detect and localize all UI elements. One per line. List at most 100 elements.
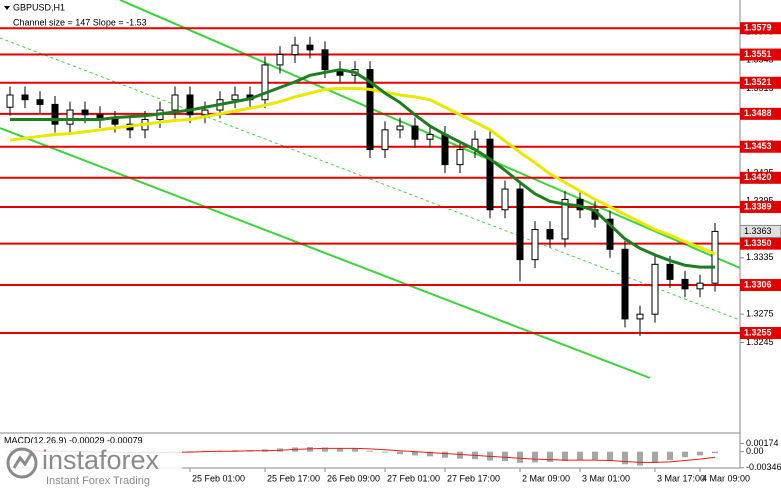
candle-body (21, 94, 29, 101)
level-box (740, 140, 781, 153)
level-label: 1.3350 (744, 238, 772, 248)
x-tick-label: 25 Feb 01:00 (192, 473, 245, 483)
logo-text: instaforex (42, 445, 160, 475)
candle-body (516, 188, 524, 261)
level-box (740, 107, 781, 120)
macd-bar (397, 451, 403, 454)
macd-tick-label: 0.00 (746, 446, 764, 456)
candle-body (486, 138, 494, 211)
x-tick-label: 27 Feb 17:00 (447, 473, 500, 483)
macd-bar (562, 451, 568, 461)
macd-bar (667, 451, 673, 461)
level-box (740, 48, 781, 61)
channel-line (0, 127, 651, 379)
candle-body (456, 149, 464, 166)
level-label: 1.3579 (744, 23, 772, 33)
candle-body (276, 54, 284, 66)
macd-bar (607, 451, 613, 461)
candle-body (261, 64, 269, 101)
level-label: 1.3389 (744, 201, 772, 211)
macd-tick-label: 0.00174 (746, 438, 779, 448)
macd-bar (502, 451, 508, 461)
macd-bar (712, 451, 718, 454)
subtitle: Channel size = 147 Slope = -1.53 (13, 17, 147, 27)
candle-body (606, 218, 614, 250)
candle-body (381, 129, 389, 151)
candle-body (411, 125, 419, 140)
x-tick-label: 3 Mar 17:00 (657, 473, 705, 483)
y-tick-label: 1.3245 (746, 337, 774, 347)
menu-icon (4, 6, 10, 10)
candle-body (36, 99, 44, 105)
x-tick-label: 26 Feb 09:00 (327, 473, 380, 483)
candle-body (396, 125, 404, 131)
logo-icon (12, 453, 33, 469)
level-box (740, 22, 781, 35)
candle-body (291, 44, 299, 56)
macd-bar (337, 447, 343, 452)
level-box (740, 76, 781, 89)
x-tick-label: 4 Mar 09:00 (702, 473, 750, 483)
x-tick-label: 2 Mar 09:00 (522, 473, 570, 483)
candle-body (6, 94, 14, 108)
candle-body (171, 94, 179, 111)
macd-bar (697, 451, 703, 456)
macd-bar (517, 451, 523, 463)
macd-bar (322, 447, 328, 452)
candle-body (681, 278, 689, 290)
y-tick-label: 1.3335 (746, 252, 774, 262)
symbol-title: GBPUSD,H1 (13, 2, 65, 12)
y-tick-label: 1.3395 (746, 196, 774, 206)
level-label: 1.3255 (744, 327, 772, 337)
level-label: 1.3488 (744, 108, 772, 118)
x-tick-label: 25 Feb 17:00 (267, 473, 320, 483)
candle-body (201, 109, 209, 116)
macd-bar (382, 451, 388, 453)
candle-body (561, 198, 569, 240)
moving-average (10, 68, 715, 269)
candle-body (711, 230, 719, 284)
macd-title: MACD(12,26,9) -0.00029 -0.00079 (4, 435, 143, 445)
macd-bar (637, 451, 643, 466)
macd-bar (187, 451, 193, 452)
macd-bar (352, 448, 358, 452)
level-label: 1.3420 (744, 172, 772, 182)
level-box (740, 279, 781, 292)
candle-body (186, 94, 194, 116)
candle-body (636, 313, 644, 320)
candle-body (441, 134, 449, 166)
macd-bar (427, 451, 433, 457)
logo-icon (6, 447, 38, 479)
macd-bar (532, 451, 538, 463)
level-box (740, 200, 781, 213)
candle-body (621, 248, 629, 320)
candle-body (546, 229, 554, 240)
x-tick-label: 27 Feb 01:00 (387, 473, 440, 483)
level-label: 1.3306 (744, 279, 772, 289)
level-label: 1.3453 (744, 141, 772, 151)
candle-body (531, 229, 539, 261)
macd-bar (652, 451, 658, 463)
macd-bar (622, 451, 628, 465)
candle-body (111, 118, 119, 125)
macd-bar (442, 451, 448, 458)
macd-bar (367, 450, 373, 452)
candle-body (666, 263, 674, 280)
candle-body (306, 44, 314, 51)
candle-body (321, 49, 329, 71)
macd-tick-label: -0.00346 (746, 462, 781, 472)
level-box (740, 237, 781, 250)
candle-body (501, 188, 509, 211)
candle-body (426, 134, 434, 140)
level-box (740, 171, 781, 184)
candle-body (651, 263, 659, 315)
y-tick-label: 1.3275 (746, 309, 774, 319)
macd-bar (577, 451, 583, 461)
moving-average (9, 86, 716, 256)
level-box (740, 327, 781, 340)
x-tick-label: 3 Mar 01:00 (582, 473, 630, 483)
current-price-label: 1.3363 (744, 226, 772, 236)
candle-body (231, 94, 239, 101)
macd-bar (412, 451, 418, 456)
